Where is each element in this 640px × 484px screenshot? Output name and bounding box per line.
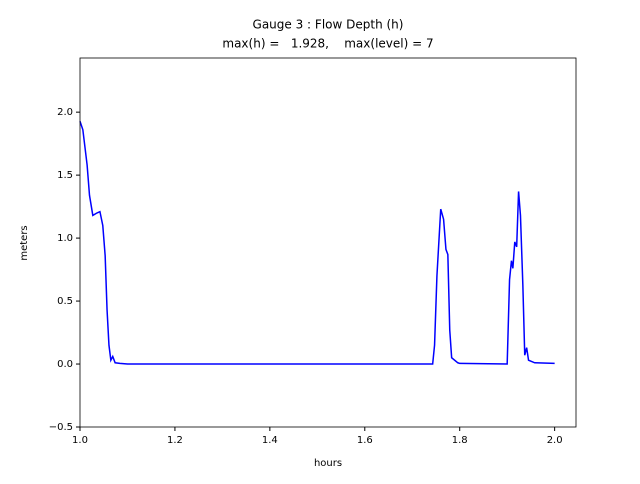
y-tick-label: 2.0 bbox=[57, 107, 73, 118]
y-tick-label: 0.0 bbox=[57, 359, 73, 370]
y-tick-label: 0.5 bbox=[57, 296, 73, 307]
x-tick-label: 1.4 bbox=[262, 435, 278, 446]
data-line bbox=[79, 120, 555, 365]
x-tick-label: 2.0 bbox=[547, 435, 563, 446]
chart-subtitle: max(h) = 1.928, max(level) = 7 bbox=[222, 37, 433, 51]
plot-frame bbox=[79, 57, 577, 428]
x-tick-label: 1.6 bbox=[357, 435, 373, 446]
y-tick-label: −0.5 bbox=[49, 422, 73, 433]
y-tick-label: 1.0 bbox=[57, 233, 73, 244]
x-tick-label: 1.8 bbox=[452, 435, 468, 446]
x-tick-label: 1.0 bbox=[72, 435, 88, 446]
y-tick-label: 1.5 bbox=[57, 170, 73, 181]
y-axis-label: meters bbox=[19, 225, 30, 260]
chart-title: Gauge 3 : Flow Depth (h) bbox=[253, 18, 404, 32]
x-axis-label: hours bbox=[314, 458, 342, 469]
x-tick-label: 1.2 bbox=[167, 435, 183, 446]
